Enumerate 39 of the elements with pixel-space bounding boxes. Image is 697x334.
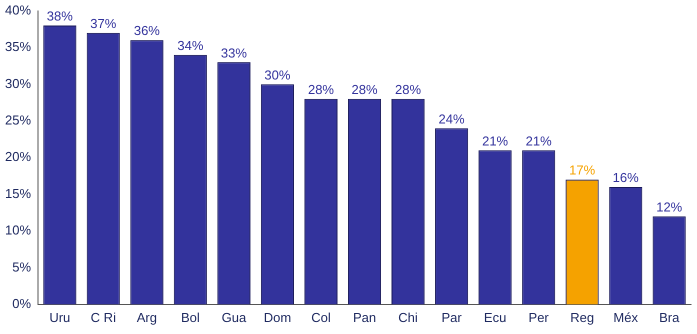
y-tick-label: 30% — [4, 76, 32, 91]
y-tick-label: 15% — [4, 186, 32, 201]
y-tick-label: 35% — [4, 39, 32, 54]
x-tick-label: Chi — [398, 310, 418, 325]
x-tick-label: Bol — [180, 310, 200, 325]
x-tick-label: Par — [441, 310, 462, 325]
data-label: 12% — [656, 199, 683, 214]
x-tick-label: Arg — [136, 310, 157, 325]
data-label: 38% — [46, 8, 74, 24]
data-label: 21% — [482, 133, 509, 148]
data-label: 21% — [526, 133, 552, 148]
x-tick-label: Reg — [570, 310, 594, 325]
x-tick-label: Col — [311, 310, 331, 325]
x-tick-label: Gua — [222, 310, 247, 325]
data-label: 34% — [177, 38, 204, 53]
x-tick-label: Méx — [613, 310, 638, 325]
x-tick-label: C Ri — [90, 310, 116, 325]
x-tick-label: Dom — [264, 310, 292, 325]
x-tick-label: Pan — [352, 310, 376, 325]
data-label: 28% — [351, 82, 378, 97]
y-tick-label: 0% — [12, 296, 32, 311]
data-label: 37% — [90, 16, 117, 31]
y-tick-label: 10% — [4, 222, 32, 238]
y-tick-label: 40% — [4, 2, 32, 18]
data-label: 36% — [134, 23, 160, 38]
data-label: 17% — [569, 162, 596, 178]
x-tick-label: Uru — [49, 310, 70, 325]
x-tick-label: Per — [528, 310, 550, 325]
data-label: 33% — [220, 45, 248, 60]
data-label: 30% — [264, 67, 291, 82]
y-tick-label: 25% — [4, 112, 32, 128]
data-label: 28% — [395, 82, 422, 97]
data-label: 24% — [438, 111, 466, 126]
y-tick-label: 5% — [12, 259, 32, 274]
y-tick-label: 20% — [4, 149, 32, 164]
x-tick-label: Bra — [659, 310, 680, 325]
data-label: 28% — [308, 82, 334, 97]
data-label: 16% — [612, 170, 640, 186]
x-tick-label: Ecu — [484, 310, 506, 325]
